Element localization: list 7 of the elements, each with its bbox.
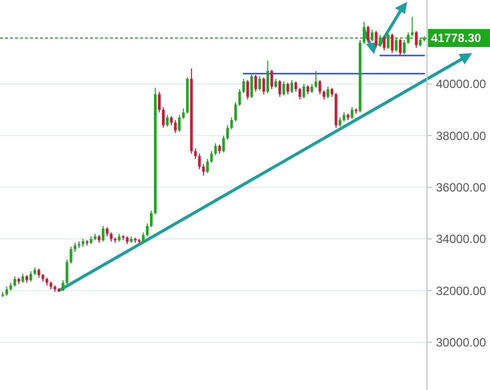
y-tick-label: 38000.00 [436, 128, 486, 143]
y-tick-label: 32000.00 [436, 284, 486, 298]
ref-line-label: 41778.30 [431, 31, 482, 46]
y-tick-label: 40000.00 [436, 77, 486, 92]
y-tick-label: 34000.00 [436, 232, 486, 246]
y-tick-label: 36000.00 [436, 180, 486, 194]
y-tick-label: 30000.00 [436, 335, 486, 350]
